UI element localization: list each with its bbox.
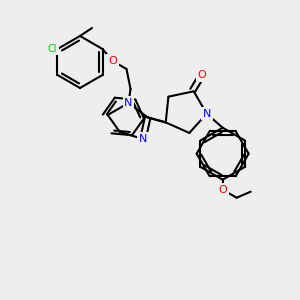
Text: O: O bbox=[108, 56, 117, 66]
Text: O: O bbox=[197, 70, 206, 80]
Text: Cl: Cl bbox=[48, 44, 58, 54]
Text: N: N bbox=[124, 98, 133, 108]
Text: N: N bbox=[202, 109, 211, 119]
Text: O: O bbox=[218, 185, 227, 195]
Text: N: N bbox=[139, 134, 147, 144]
Text: N: N bbox=[124, 98, 133, 108]
